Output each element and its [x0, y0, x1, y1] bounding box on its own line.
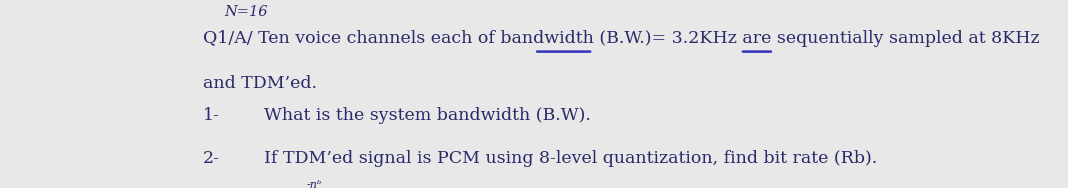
Text: -nᵇ: -nᵇ	[307, 180, 323, 188]
Text: If TDM’ed signal is PCM using 8-level quantization, find bit rate (Rb).: If TDM’ed signal is PCM using 8-level qu…	[264, 150, 877, 167]
Text: and TDM’ed.: and TDM’ed.	[203, 75, 317, 92]
Text: What is the system bandwidth (B.W).: What is the system bandwidth (B.W).	[264, 107, 591, 124]
Text: N=16: N=16	[224, 5, 268, 19]
Text: Q1/A/ Ten voice channels each of bandwidth (B.W.)= 3.2KHz are sequentially sampl: Q1/A/ Ten voice channels each of bandwid…	[203, 30, 1040, 47]
Text: 2-: 2-	[203, 150, 220, 167]
Text: 1-: 1-	[203, 107, 220, 124]
